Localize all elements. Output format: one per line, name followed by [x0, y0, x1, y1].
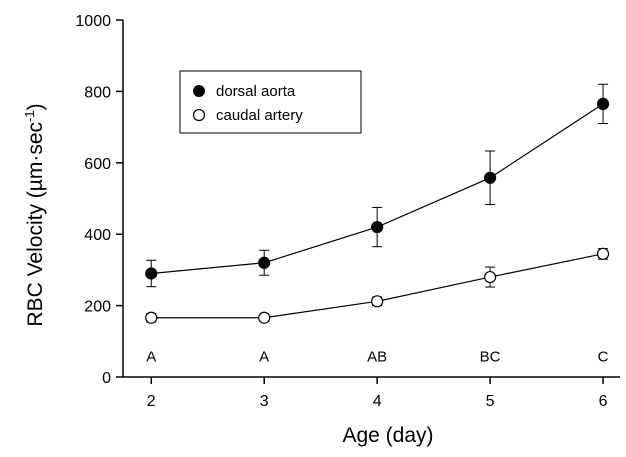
y-axis-title-main: RBC Velocity (µm·sec — [24, 122, 47, 327]
x-tick-label-3: 3 — [260, 393, 269, 410]
legend-label-caudal-artery: caudal artery — [216, 107, 303, 124]
point-dorsal-aorta-4 — [596, 97, 610, 110]
x-tick-label-4: 4 — [373, 393, 382, 410]
legend-marker-dorsal-aorta — [193, 85, 205, 97]
y-tick-label-800: 800 — [84, 84, 111, 101]
point-dorsal-aorta-3 — [484, 171, 497, 184]
series-caudal-artery — [145, 247, 610, 324]
y-tick-label-600: 600 — [84, 156, 111, 173]
y-axis-title-superscript: -1 — [22, 110, 37, 122]
x-tick-label-2: 2 — [147, 393, 156, 410]
y-axis-title: RBC Velocity (µm·sec-1) — [22, 103, 47, 326]
annotation-label-0: A — [146, 349, 156, 366]
series-dorsal-aorta — [145, 83, 610, 288]
x-tick-label-5: 5 — [486, 393, 495, 410]
x-axis-title: Age (day) — [342, 424, 433, 447]
y-axis-title-close: ) — [24, 103, 47, 110]
series-layer — [145, 83, 610, 324]
point-dorsal-aorta-1 — [258, 256, 271, 269]
legend: dorsal aorta caudal artery — [179, 70, 362, 134]
point-caudal-artery-1 — [258, 311, 271, 324]
legend-label-dorsal-aorta: dorsal aorta — [216, 83, 296, 100]
point-caudal-artery-3 — [484, 270, 497, 284]
ticks: 0 200 400 600 800 1000 2 3 4 5 6 — [75, 13, 607, 410]
point-caudal-artery-4 — [596, 247, 610, 260]
annotation-label-1: A — [259, 349, 269, 366]
series-line-caudal-artery — [151, 253, 604, 319]
annotation-label-3: BC — [480, 349, 501, 366]
annotations: A A AB BC C — [146, 349, 608, 366]
axes — [122, 20, 620, 378]
point-caudal-artery-2 — [371, 295, 384, 308]
point-caudal-artery-0 — [145, 311, 158, 324]
y-tick-label-0: 0 — [102, 370, 111, 387]
y-tick-label-400: 400 — [84, 227, 111, 244]
legend-box — [179, 70, 362, 134]
annotation-label-4: C — [598, 349, 609, 366]
legend-marker-caudal-artery — [192, 108, 206, 122]
point-dorsal-aorta-2 — [371, 220, 384, 234]
point-dorsal-aorta-0 — [145, 267, 158, 280]
y-tick-label-1000: 1000 — [75, 13, 111, 30]
annotation-label-2: AB — [367, 349, 387, 366]
x-tick-label-6: 6 — [599, 393, 608, 410]
y-tick-label-200: 200 — [84, 299, 111, 316]
